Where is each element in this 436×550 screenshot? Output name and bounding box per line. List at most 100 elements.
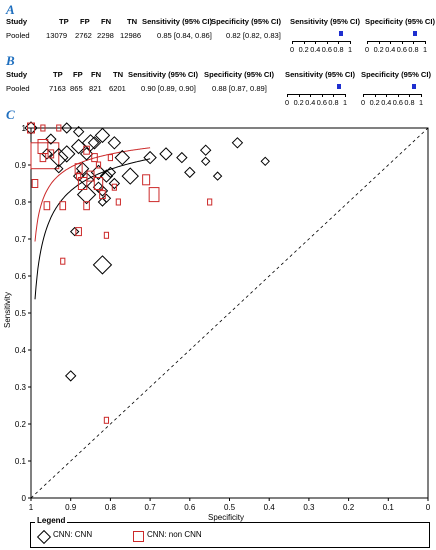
cell-tn: 12986 (120, 31, 142, 40)
panel-label-c: C (6, 107, 15, 122)
forest-tick (326, 41, 328, 44)
forest-tick (425, 41, 426, 44)
col-fp: FP (73, 70, 83, 79)
cell-fn: 821 (89, 84, 102, 93)
forest-tick-label: 0.8 (404, 98, 415, 107)
forest-title: Specificity (95% CI) (365, 17, 436, 26)
forest-axis (363, 94, 421, 95)
x-tick-label: 0.6 (184, 503, 196, 512)
forest-tick-label: 1 (348, 45, 353, 54)
col-fp: FP (80, 17, 90, 26)
study-point-noncnn (31, 179, 39, 188)
study-point-noncnn (207, 198, 213, 206)
pooled-estimate (412, 31, 417, 36)
forest-tick (401, 41, 403, 44)
study-point-noncnn (76, 172, 82, 180)
cell-sens: 0.90 [0.89, 0.90] (141, 84, 196, 93)
study-point-cnn (212, 171, 223, 181)
study-point-cnn (90, 164, 107, 181)
cell-spec: 0.88 [0.87, 0.89] (212, 84, 267, 93)
forest-tick-label: 0.2 (293, 98, 304, 107)
table-a: Study TP FP FN TN Sensitivity (95% CI) S… (6, 17, 436, 47)
y-tick-label: 0.1 (15, 457, 27, 466)
forest-tick (421, 94, 422, 97)
panel-label-b: B (6, 53, 15, 68)
study-point-noncnn (142, 174, 151, 186)
study-point-cnn (176, 151, 188, 164)
legend-item-noncnn: CNN: non CNN (147, 530, 202, 539)
y-tick-label: 0.9 (15, 161, 27, 170)
x-tick-label: 0.1 (383, 503, 395, 512)
legend-title: Legend (35, 516, 68, 525)
forest-tick-label: 0.8 (328, 98, 339, 107)
y-tick-label: 1 (22, 124, 27, 133)
sroc-curve (34, 147, 151, 242)
y-axis-label: Sensitivity (3, 292, 12, 328)
col-tp: TP (59, 17, 69, 26)
study-point-cnn (107, 136, 122, 150)
study-point-noncnn (95, 161, 102, 169)
study-point-cnn (143, 150, 157, 165)
cell-tn: 6201 (109, 84, 126, 93)
study-point-cnn (49, 147, 69, 168)
study-point-noncnn (56, 124, 62, 132)
col-spec: Specificity (95% CI) (211, 17, 282, 26)
col-sens: Sensitivity (95% CI) (128, 70, 199, 79)
cell-fp: 2762 (75, 31, 92, 40)
forest-tick-label: 0 (361, 98, 366, 107)
forest-tick (287, 94, 288, 97)
study-point-cnn (69, 226, 80, 237)
cell-fn: 2298 (97, 31, 114, 40)
forest-tick-label: 0.8 (408, 45, 419, 54)
col-study: Study (6, 17, 28, 26)
forest-tick (345, 94, 346, 97)
study-point-noncnn (86, 170, 95, 182)
forest-tick-label: 0.6 (392, 98, 403, 107)
y-tick-label: 0.3 (15, 383, 27, 392)
study-point-noncnn (43, 201, 51, 211)
forest-axis (367, 41, 425, 42)
col-tn: TN (127, 17, 138, 26)
forest-tick-label: 0 (365, 45, 370, 54)
cell-sens: 0.85 [0.84, 0.86] (157, 31, 212, 40)
forest-tick (350, 41, 351, 44)
study-point-noncnn (59, 201, 67, 211)
study-point-noncnn (103, 231, 110, 239)
study-point-noncnn (39, 153, 47, 163)
forest-b-sens: Sensitivity (95% CI) 0 0.2 0.4 0.6 0.8 1 (285, 70, 355, 107)
forest-tick-label: 0 (290, 45, 295, 54)
pooled-estimate (412, 84, 417, 89)
forest-axis (292, 41, 350, 42)
forest-tick (310, 94, 312, 97)
pooled-estimate (337, 84, 342, 89)
pooled-estimate (339, 31, 344, 36)
y-tick-label: 0.4 (15, 346, 27, 355)
study-point-cnn (200, 156, 211, 167)
x-tick-label: 1 (29, 503, 34, 512)
forest-a-spec: Specificity (95% CI) 0 0.2 0.4 0.6 0.8 1 (365, 17, 436, 54)
x-tick-label: 0.8 (105, 503, 117, 512)
study-point-cnn (81, 134, 100, 152)
forest-tick-label: 0.6 (396, 45, 407, 54)
col-fn: FN (91, 70, 102, 79)
forest-tick (292, 41, 293, 44)
forest-tick (413, 41, 415, 44)
forest-tick-label: 0.2 (369, 98, 380, 107)
forest-tick (390, 41, 392, 44)
study-point-noncnn (107, 154, 114, 162)
y-tick-label: 0.7 (15, 235, 27, 244)
legend-item-cnn: CNN: CNN (53, 530, 93, 539)
forest-tick (363, 94, 364, 97)
study-point-noncnn (27, 122, 35, 134)
forest-tick-label: 0 (285, 98, 290, 107)
sroc-curve (34, 158, 151, 300)
forest-tick-label: 0.8 (333, 45, 344, 54)
forest-tick-label: 0.4 (381, 98, 392, 107)
forest-title: Sensitivity (95% CI) (290, 17, 361, 26)
forest-axis (287, 94, 345, 95)
study-point-noncnn (37, 139, 49, 154)
forest-tick-label: 0.4 (305, 98, 316, 107)
study-point-noncnn (103, 416, 110, 424)
y-tick-label: 0.6 (15, 272, 27, 281)
col-sens: Sensitivity (95% CI) (142, 17, 213, 26)
